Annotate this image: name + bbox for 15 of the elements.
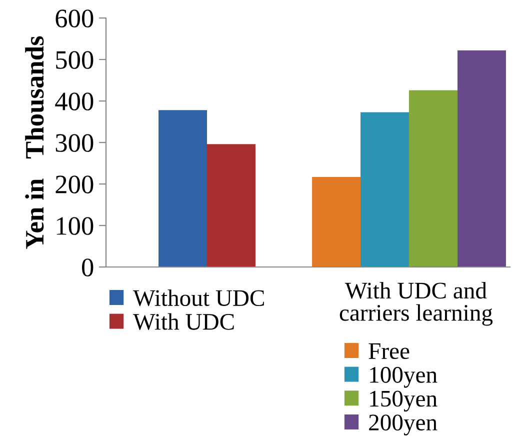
legend-label: 100yen	[370, 366, 438, 388]
legend-title: With UDC and carriers learning	[340, 282, 493, 326]
y-tick-label: 500	[56, 51, 94, 69]
y-tick-label: 0	[82, 258, 94, 276]
y-tick-label: 400	[55, 92, 94, 110]
y-tick-label: 200	[56, 176, 94, 194]
y-tick-label: 300	[56, 134, 94, 152]
legend-label: 150yen	[370, 390, 438, 412]
y-tick-label: 600	[56, 10, 94, 28]
y-axis-title: Yen in Thousands	[25, 36, 44, 249]
legend-label: With UDC	[133, 313, 234, 330]
legend-label: 200yen	[369, 414, 438, 436]
legend-label: Free	[368, 343, 410, 360]
legend-label: Without UDC	[133, 289, 264, 306]
y-tick-label: 100	[56, 217, 94, 235]
